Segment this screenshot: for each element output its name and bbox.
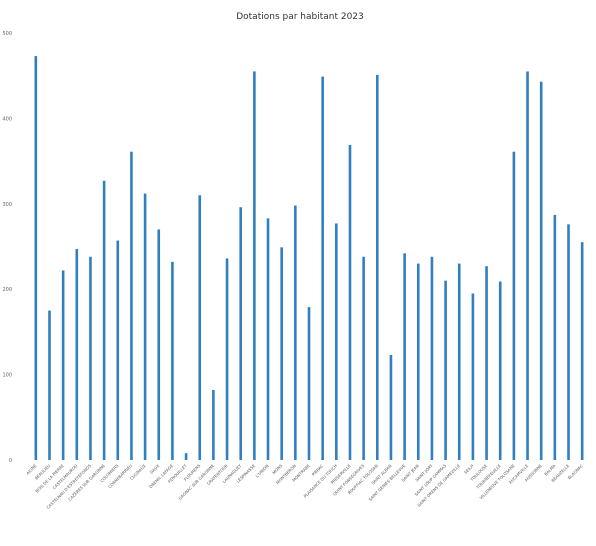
bars-group [34, 56, 584, 461]
y-tick-label: 100 [2, 373, 12, 379]
chart-title: Dotations par habitant 2023 [236, 12, 364, 22]
y-tick-label: 0 [9, 458, 12, 464]
bar [553, 214, 557, 460]
bar [294, 205, 297, 460]
bar [444, 280, 447, 460]
bar [89, 256, 92, 460]
bar [430, 256, 434, 460]
bar [512, 151, 516, 460]
bar [348, 144, 352, 460]
bar [539, 81, 543, 461]
bar [157, 229, 161, 460]
bar [130, 151, 133, 460]
y-axis: 0 100 200 300 400 500 [2, 31, 12, 464]
bar [471, 293, 475, 460]
bar [61, 270, 65, 460]
bar [567, 224, 570, 460]
x-tick-label: SEILH [463, 463, 475, 475]
bar [48, 310, 51, 460]
bar [212, 389, 215, 460]
bar [34, 56, 38, 461]
bar [416, 263, 420, 460]
bar [266, 218, 270, 460]
bar [335, 223, 338, 460]
bar [143, 193, 147, 461]
bar [280, 247, 283, 460]
bar [389, 354, 393, 460]
y-tick-label: 500 [2, 31, 12, 37]
bar [362, 256, 365, 460]
x-tick-label: MONS [271, 463, 283, 475]
y-tick-label: 200 [2, 287, 12, 293]
bar [75, 249, 79, 460]
x-tick-label: L'UNION [254, 463, 269, 478]
bar [102, 180, 106, 461]
bar [375, 74, 379, 460]
bar [307, 307, 311, 460]
bar [321, 76, 324, 461]
x-tick-label: BLAGNAC [567, 463, 584, 480]
bar [253, 71, 256, 461]
bar [116, 240, 120, 460]
bar [485, 266, 488, 460]
bar [171, 261, 174, 460]
bar [403, 253, 406, 460]
y-tick-label: 400 [2, 116, 12, 122]
bar [580, 242, 584, 460]
bar [184, 453, 188, 460]
bar [198, 195, 202, 460]
bar [225, 258, 229, 460]
bar [526, 71, 529, 461]
bar [239, 207, 243, 460]
bar [457, 263, 461, 460]
y-tick-label: 300 [2, 202, 12, 208]
bar [498, 281, 502, 460]
x-tick-label: DAUX [149, 463, 161, 475]
